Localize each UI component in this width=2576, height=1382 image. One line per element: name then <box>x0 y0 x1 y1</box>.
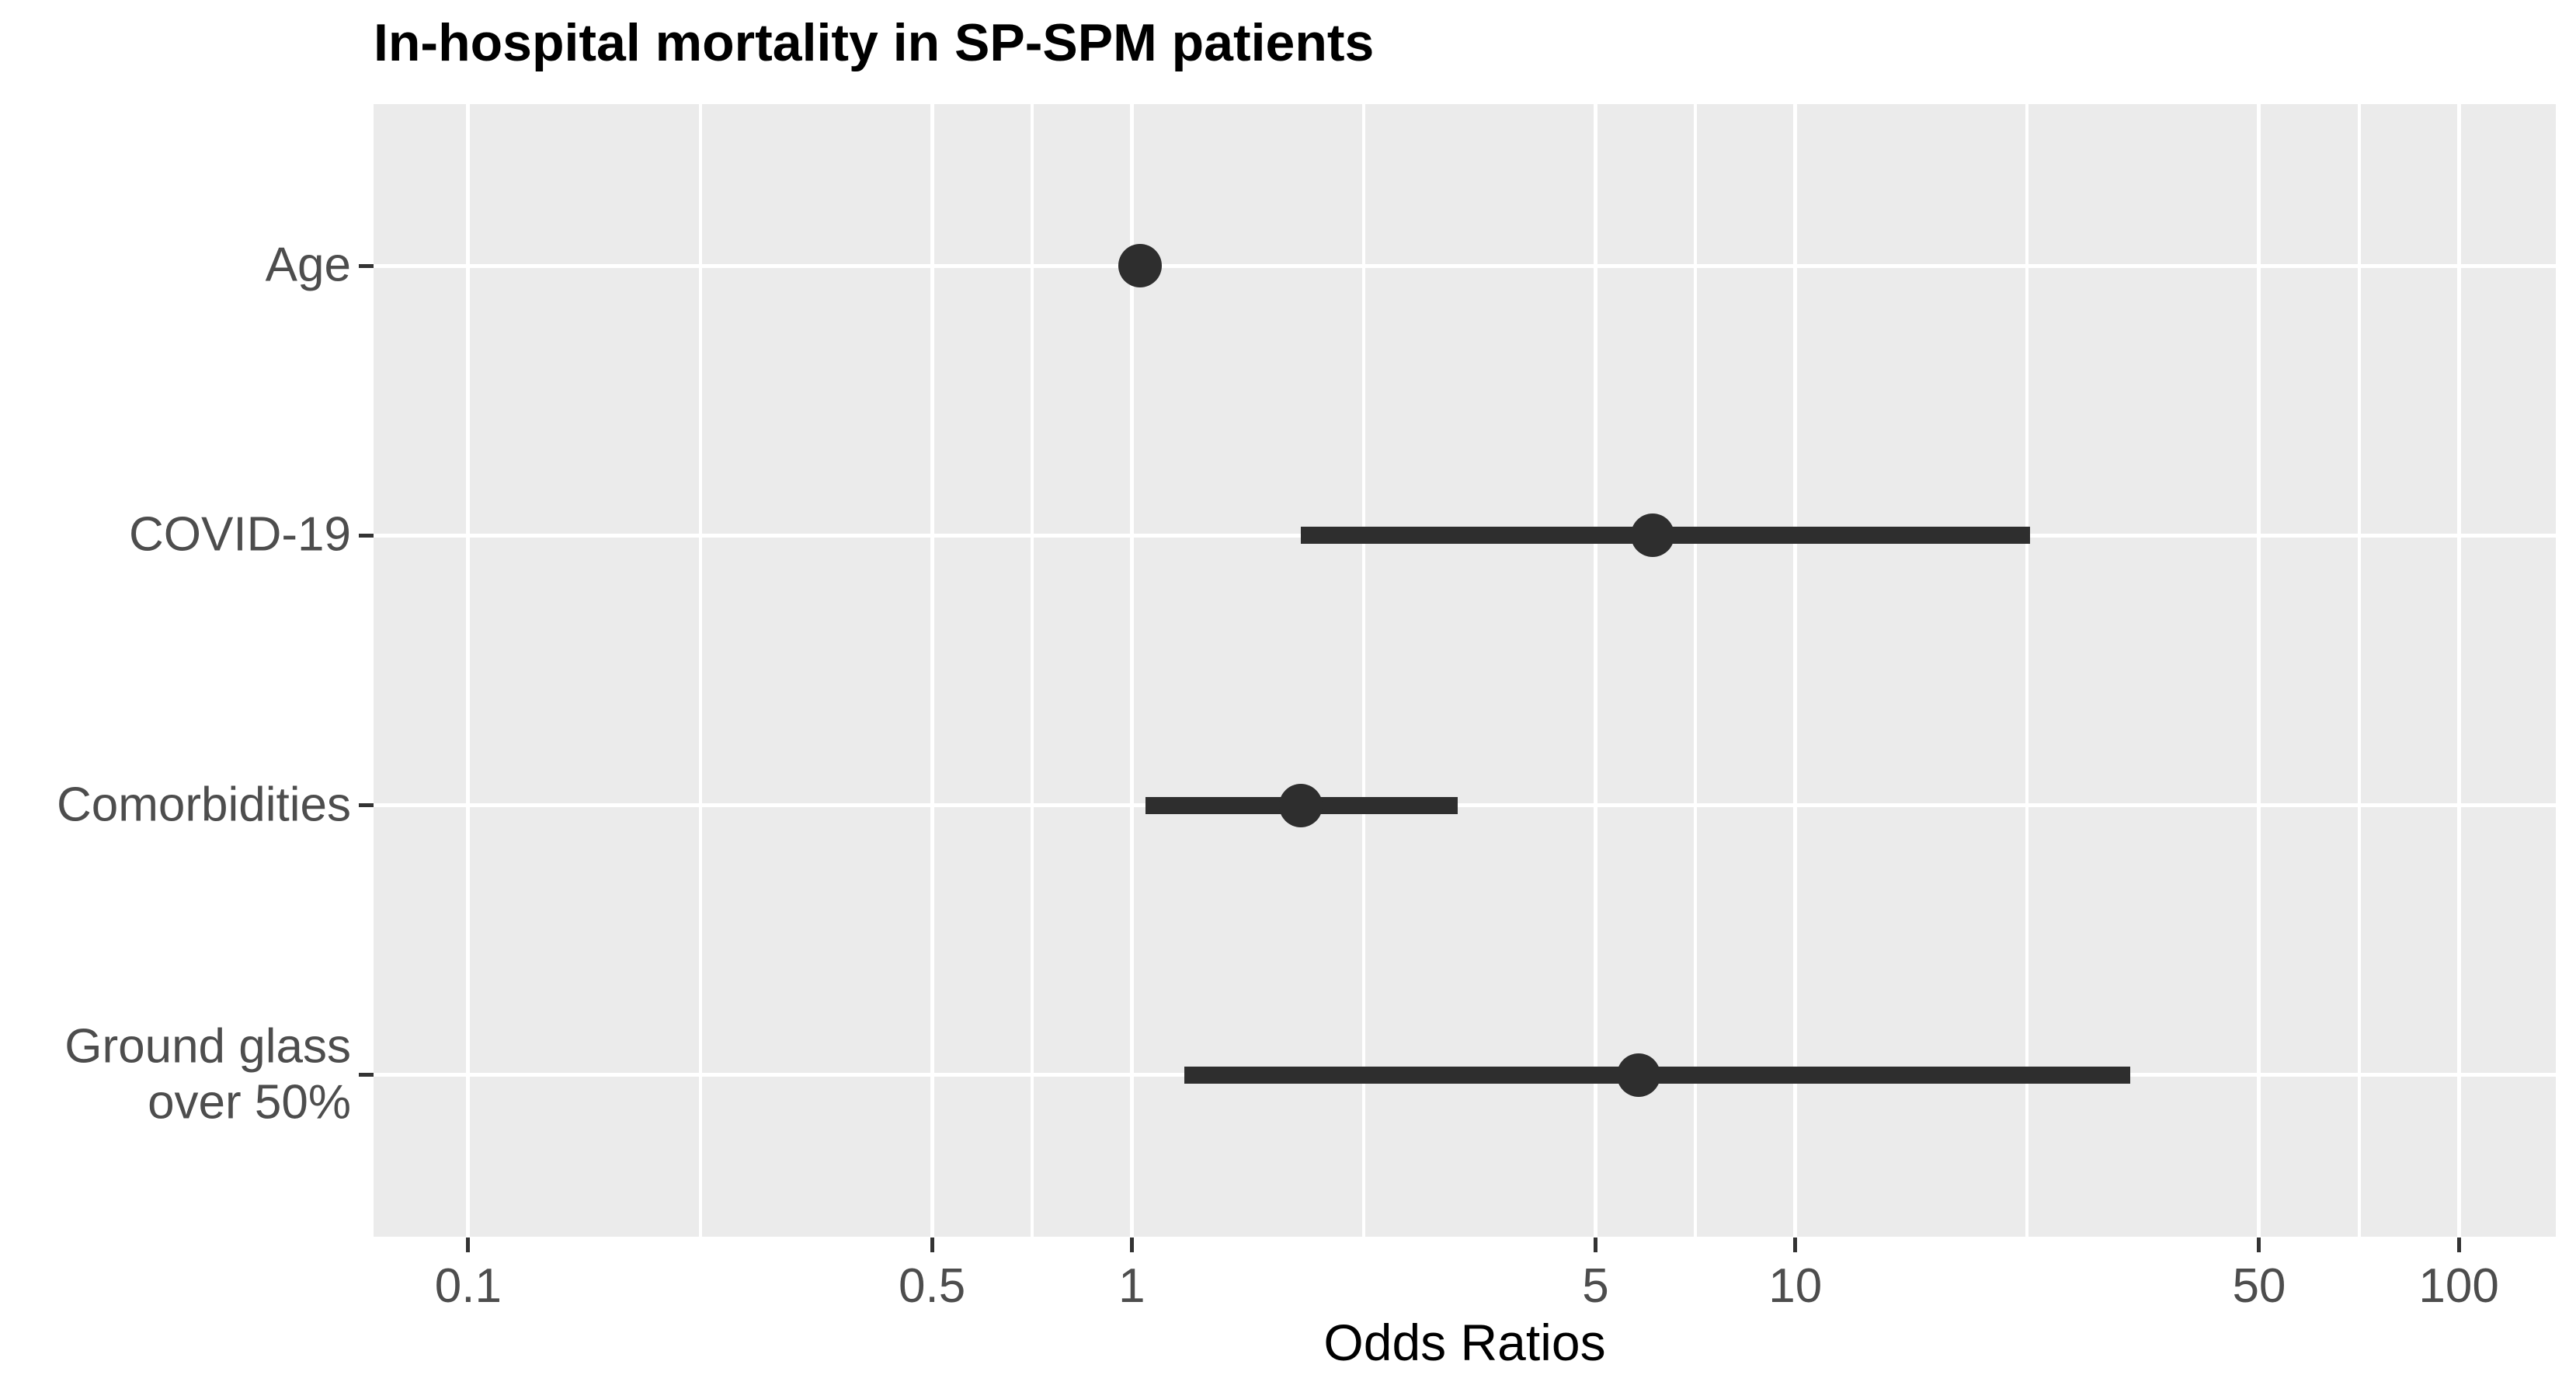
x-axis-tick <box>466 1238 471 1252</box>
y-axis-tick <box>359 803 374 808</box>
y-axis-tick <box>359 1073 374 1077</box>
gridline-x-minor <box>2025 104 2029 1237</box>
x-axis-tick <box>2456 1238 2461 1252</box>
x-tick-label: 1 <box>1118 1259 1145 1313</box>
or-point <box>1279 783 1323 827</box>
gridline-x-major <box>930 104 934 1237</box>
gridline-x-major <box>466 104 471 1237</box>
or-point <box>1631 513 1675 558</box>
x-tick-label: 5 <box>1582 1259 1609 1313</box>
gridline-x-minor <box>698 104 702 1237</box>
gridline-x-major <box>1129 104 1134 1237</box>
x-axis-tick <box>1594 1238 1598 1252</box>
gridline-y-major <box>374 803 2556 808</box>
gridline-x-major <box>2456 104 2461 1237</box>
x-tick-label: 50 <box>2232 1259 2286 1313</box>
gridline-x-minor <box>1694 104 1698 1237</box>
y-axis-category-label: Comorbidities <box>56 778 351 832</box>
gridline-x-minor <box>1030 104 1034 1237</box>
gridline-x-minor <box>2357 104 2361 1237</box>
y-axis-category-label: Age <box>265 238 351 293</box>
or-point <box>1616 1053 1660 1097</box>
y-axis-tick <box>359 263 374 268</box>
chart-title: In-hospital mortality in SP-SPM patients <box>374 13 1375 72</box>
x-tick-label: 10 <box>1768 1259 1823 1313</box>
x-axis-title: Odds Ratios <box>1323 1314 1606 1371</box>
plot-panel <box>374 104 2556 1237</box>
x-tick-label: 0.5 <box>898 1259 966 1313</box>
or-point <box>1118 244 1163 288</box>
gridline-x-major <box>2257 104 2261 1237</box>
x-axis-tick <box>1129 1238 1134 1252</box>
x-axis-tick <box>2257 1238 2261 1252</box>
y-axis-category-label: Ground glass over 50% <box>64 1019 351 1130</box>
x-axis-tick <box>1793 1238 1798 1252</box>
gridline-y-major <box>374 263 2556 268</box>
y-axis-category-label: COVID-19 <box>129 508 351 562</box>
gridline-x-major <box>1793 104 1798 1237</box>
gridline-x-minor <box>1361 104 1365 1237</box>
x-axis-tick <box>930 1238 934 1252</box>
y-axis-tick <box>359 533 374 538</box>
gridline-x-major <box>1594 104 1598 1237</box>
x-tick-label: 0.1 <box>434 1259 502 1313</box>
x-tick-label: 100 <box>2418 1259 2499 1313</box>
